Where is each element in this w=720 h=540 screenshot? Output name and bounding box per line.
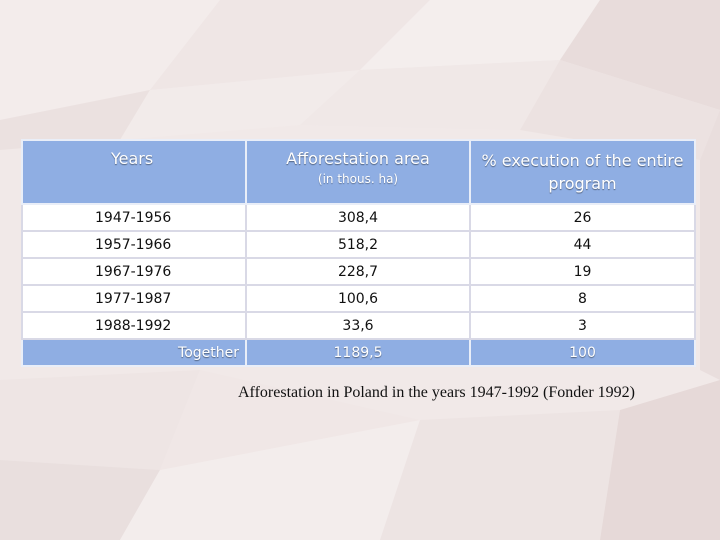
cell-percent: 44 (469, 230, 696, 259)
cell-percent: 3 (469, 311, 696, 340)
afforestation-table: Years Afforestation area (in thous. ha) … (21, 139, 696, 367)
table-row: 1947-1956 308,4 26 (21, 203, 696, 232)
cell-percent: 8 (469, 284, 696, 313)
header-area-unit: (in thous. ha) (317, 172, 399, 186)
cell-area: 33,6 (245, 311, 471, 340)
cell-percent: 26 (469, 203, 696, 232)
cell-area: 228,7 (245, 257, 471, 286)
cell-years: 1957-1966 (21, 230, 247, 259)
cell-years: 1967-1976 (21, 257, 247, 286)
table-row: 1988-1992 33,6 3 (21, 311, 696, 340)
table-row: 1967-1976 228,7 19 (21, 257, 696, 286)
header-area: Afforestation area (in thous. ha) (245, 139, 471, 205)
cell-years: 1988-1992 (21, 311, 247, 340)
header-percent: % execution of the entire program (469, 139, 696, 205)
total-percent: 100 (469, 338, 696, 367)
cell-years: 1977-1987 (21, 284, 247, 313)
total-row: Together 1189,5 100 (21, 338, 696, 367)
table-header-row: Years Afforestation area (in thous. ha) … (21, 139, 696, 205)
total-area: 1189,5 (245, 338, 471, 367)
cell-years: 1947-1956 (21, 203, 247, 232)
total-label: Together (21, 338, 247, 367)
table-caption: Afforestation in Poland in the years 194… (238, 384, 635, 401)
cell-area: 308,4 (245, 203, 471, 232)
header-years: Years (21, 139, 247, 205)
cell-percent: 19 (469, 257, 696, 286)
cell-area: 100,6 (245, 284, 471, 313)
table-row: 1977-1987 100,6 8 (21, 284, 696, 313)
afforestation-table-container: Years Afforestation area (in thous. ha) … (21, 139, 696, 367)
cell-area: 518,2 (245, 230, 471, 259)
header-area-title: Afforestation area (286, 149, 430, 168)
table-row: 1957-1966 518,2 44 (21, 230, 696, 259)
